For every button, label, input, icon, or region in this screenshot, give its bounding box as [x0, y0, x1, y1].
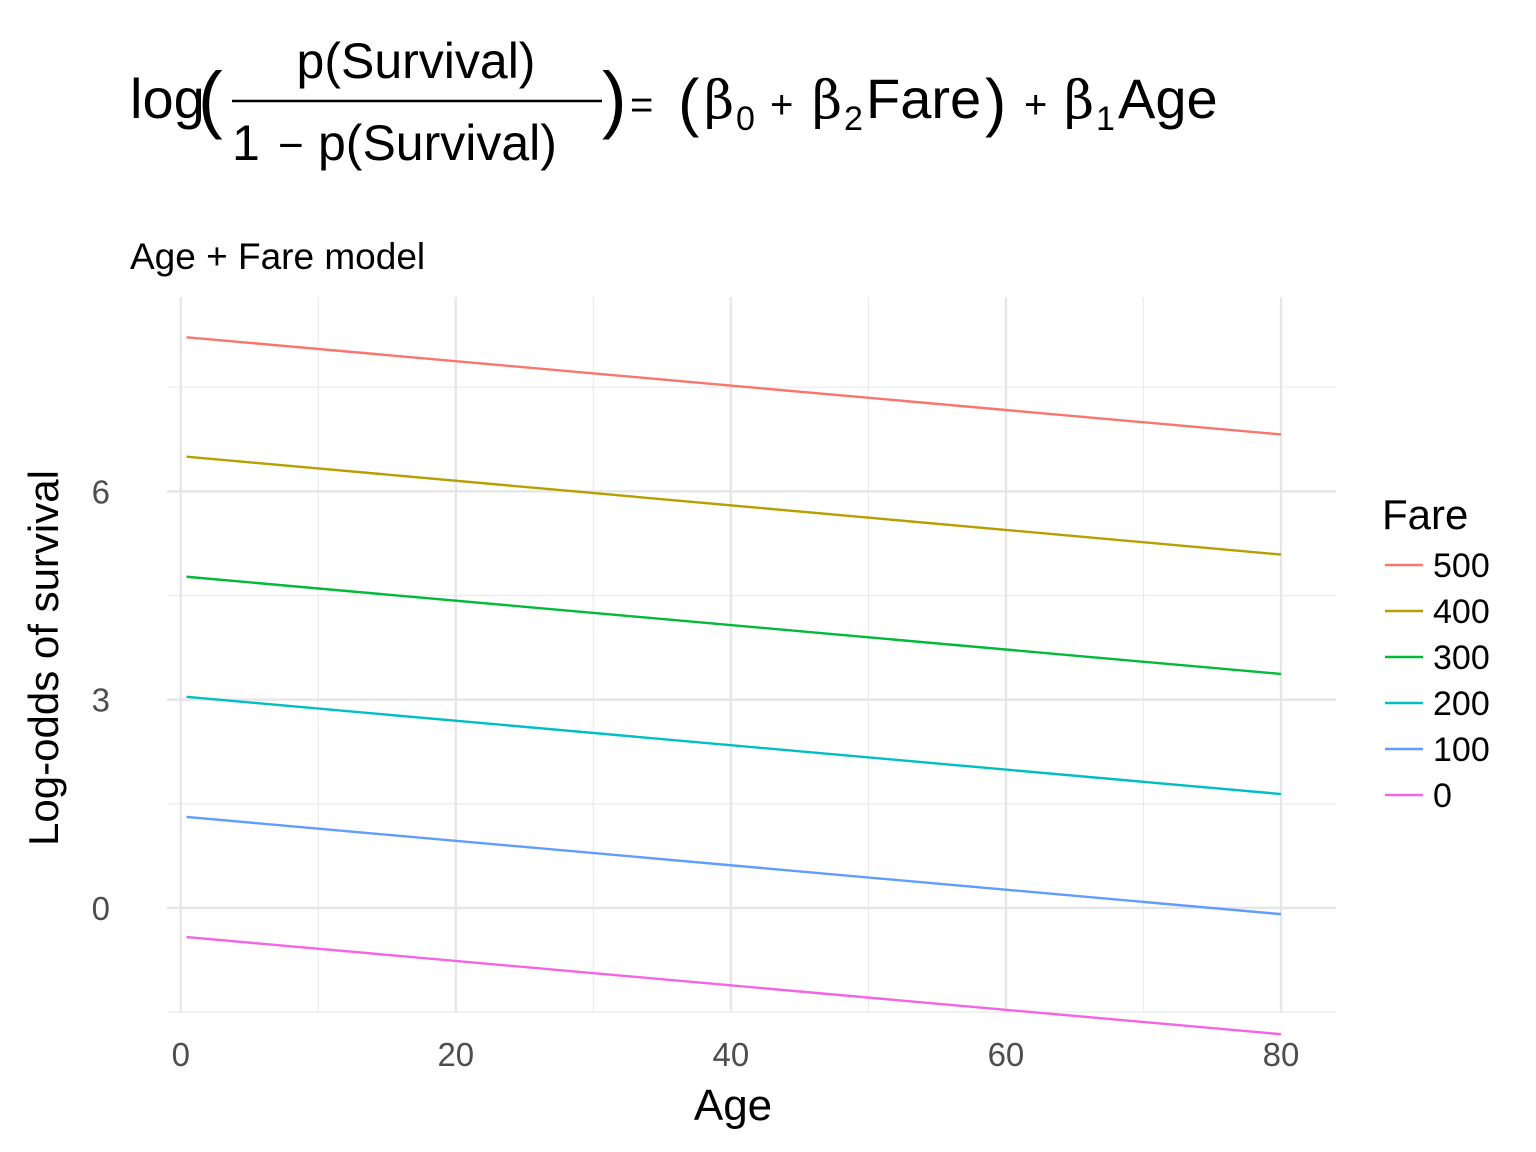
legend-label-400: 400	[1433, 593, 1490, 631]
x-tick-label-2: 40	[713, 1036, 750, 1073]
x-axis-label: Age	[694, 1081, 772, 1130]
legend-label-200: 200	[1433, 685, 1490, 723]
grid-major	[167, 297, 1336, 1012]
title-beta0: β	[704, 71, 734, 131]
title-fare-term: Fare	[866, 67, 981, 130]
legend-item-400: 400	[1385, 593, 1490, 631]
title-paren-close: )	[602, 57, 627, 140]
title-age-term: Age	[1118, 67, 1218, 130]
legend-label-500: 500	[1433, 547, 1490, 585]
legend-item-300: 300	[1385, 639, 1490, 677]
title-beta2: β	[812, 71, 842, 131]
legend-item-100: 100	[1385, 731, 1490, 769]
legend-items: 500 400 300 200 100 0	[1385, 547, 1490, 815]
series-line-fare-200	[186, 695, 1282, 796]
legend-label-100: 100	[1433, 731, 1490, 769]
title-paren2-open: (	[678, 66, 699, 138]
title-beta2-sub: 2	[844, 100, 863, 138]
legend-label-300: 300	[1433, 639, 1490, 677]
chart-subtitle: Age + Fare model	[130, 236, 425, 277]
legend-item-500: 500	[1385, 547, 1490, 585]
series-line-fare-400	[186, 455, 1282, 556]
title-beta0-sub: 0	[736, 100, 755, 138]
title-beta1-sub: 1	[1096, 100, 1115, 138]
title-paren-open: (	[198, 57, 223, 140]
title-beta1: β	[1064, 71, 1094, 131]
title-log: log	[130, 67, 205, 130]
legend-title: Fare	[1382, 491, 1468, 538]
title-denominator: p(Survival)	[318, 115, 557, 171]
title-paren2-close: )	[985, 66, 1006, 138]
x-axis-ticks: 0 20 40 60 80	[172, 1036, 1300, 1073]
x-tick-label-3: 60	[988, 1036, 1025, 1073]
title-denominator-one: 1	[232, 115, 260, 171]
y-tick-label-1: 3	[92, 682, 110, 719]
title-plus1: +	[770, 83, 793, 127]
title-equals: =	[630, 83, 653, 127]
y-tick-label-0: 0	[92, 890, 110, 927]
series-line-fare-100	[186, 815, 1282, 916]
y-axis-label: Log-odds of survival	[20, 470, 67, 846]
series-line-fare-300	[186, 575, 1282, 676]
series-line-fare-0	[186, 935, 1282, 1036]
legend: Fare 500 400 300 200 100 0	[1382, 491, 1490, 815]
title-denominator-minus: −	[278, 121, 304, 170]
y-tick-label-2: 6	[92, 473, 110, 510]
title-numerator: p(Survival)	[297, 33, 536, 89]
grid-minor	[167, 297, 1336, 1013]
series-line-fare-500	[186, 336, 1282, 436]
title-plus2: +	[1024, 83, 1047, 127]
y-axis-ticks: 0 3 6	[92, 473, 110, 927]
x-tick-label-1: 20	[437, 1036, 474, 1073]
series-lines	[186, 336, 1282, 1036]
legend-label-0: 0	[1433, 777, 1452, 815]
legend-item-0: 0	[1385, 777, 1452, 815]
x-tick-label-4: 80	[1263, 1036, 1300, 1073]
chart-title: log ( p(Survival) 1 − p(Survival) ) = ( …	[130, 33, 1218, 171]
x-tick-label-0: 0	[172, 1036, 190, 1073]
legend-item-200: 200	[1385, 685, 1490, 723]
